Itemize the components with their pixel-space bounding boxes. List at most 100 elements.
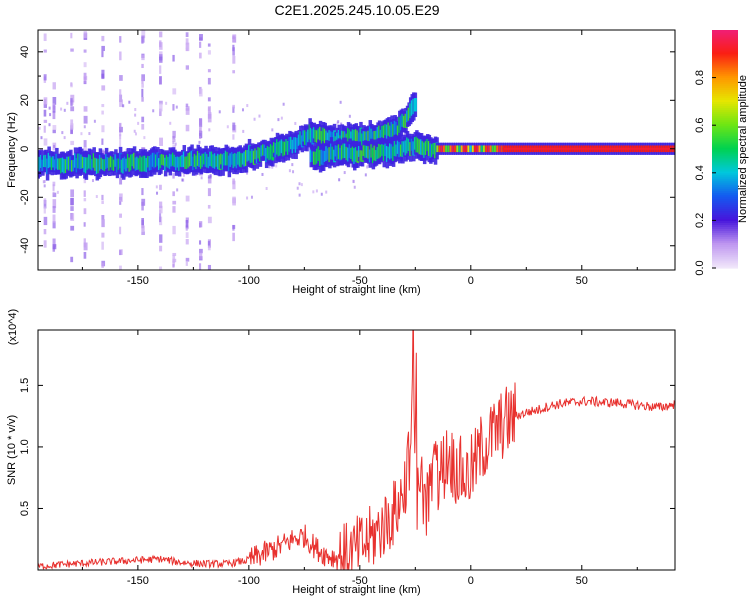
noise-cell	[298, 182, 301, 186]
noise-cell	[141, 218, 145, 226]
colorbar-segment	[712, 256, 738, 259]
colorbar-segment	[712, 220, 738, 223]
y-axis-exponent: (x10^4)	[7, 309, 19, 345]
noise-cell	[199, 127, 202, 134]
noise-cell	[226, 125, 229, 129]
colorbar-segment	[712, 192, 738, 196]
noise-cell	[207, 264, 212, 270]
noise-cell	[199, 52, 202, 59]
colorbar-segment	[712, 30, 738, 33]
noise-cell	[119, 36, 122, 43]
noise-cell	[83, 208, 87, 215]
colorbar-segment	[712, 254, 738, 257]
colorbar-segment	[712, 266, 738, 269]
colorbar-segment	[712, 210, 738, 214]
noise-cell	[48, 123, 51, 127]
noise-cell	[101, 69, 105, 79]
noise-cell	[43, 180, 46, 184]
noise-cell	[141, 201, 144, 211]
noise-cell	[43, 109, 47, 117]
noise-cell	[101, 149, 105, 156]
noise-cell	[172, 173, 175, 179]
colorbar-segment	[712, 162, 738, 166]
noise-cell	[38, 126, 41, 130]
colorbar-segment	[712, 97, 738, 101]
noise-cell	[70, 123, 74, 130]
noise-cell	[70, 48, 74, 52]
noise-cell	[176, 188, 179, 192]
colorbar-segment	[712, 111, 738, 114]
ridge-cell	[465, 145, 469, 153]
colorbar-segment	[712, 158, 738, 162]
noise-cell	[43, 229, 47, 235]
noise-cell	[134, 108, 137, 112]
colorbar-segment	[712, 238, 738, 241]
colorbar-segment	[712, 168, 738, 172]
noise-cell	[60, 107, 63, 111]
chart-title: C2E1.2025.245.10.05.E29	[274, 2, 439, 18]
noise-cell	[52, 238, 56, 248]
noise-cell	[83, 125, 86, 129]
noise-cell	[296, 186, 299, 190]
noise-cell	[43, 184, 46, 188]
spectrogram-plot: -150 -100 -50 0 50 40 20 0 -20 -40 Height of strai…	[6, 29, 676, 296]
noise-cell	[119, 249, 123, 255]
noise-cell	[172, 260, 175, 267]
colorbar-segment	[712, 198, 738, 202]
colorbar-segment	[712, 103, 738, 106]
colorbar-tick-label: 0.4	[694, 165, 706, 180]
noise-cell	[185, 103, 189, 108]
noise-cell	[159, 209, 162, 214]
noise-cell	[159, 100, 163, 105]
ridge-cell	[460, 145, 464, 153]
noise-cell	[70, 32, 73, 39]
noise-cell	[298, 193, 301, 197]
noise-cell	[43, 138, 48, 146]
noise-cell	[101, 85, 106, 91]
noise-cell	[207, 216, 212, 224]
colorbar-segment	[712, 196, 738, 200]
colorbar-segment	[712, 170, 738, 174]
ridge-cell	[462, 145, 466, 153]
noise-cell	[95, 195, 98, 199]
noise-cell	[250, 195, 253, 199]
colorbar-segment	[712, 79, 738, 83]
colorbar-segment	[712, 73, 738, 77]
noise-cell	[70, 98, 73, 107]
y-tick-label: 0.5	[19, 501, 31, 516]
noise-cell	[119, 178, 123, 185]
colorbar-tick-label: 0.0	[694, 260, 706, 275]
noise-cell	[83, 106, 88, 112]
colorbar-label: Normalized spectral amplitude	[737, 75, 749, 223]
noise-cell	[271, 165, 274, 169]
noise-cell	[209, 174, 212, 178]
noise-cell	[159, 213, 162, 223]
colorbar-segment	[712, 33, 738, 37]
noise-cell	[169, 121, 172, 125]
noise-cell	[199, 130, 203, 139]
noise-cell	[207, 204, 211, 209]
noise-cell	[181, 178, 184, 182]
colorbar-segment	[712, 135, 738, 138]
noise-cell	[101, 232, 105, 238]
ridge-cell	[442, 145, 446, 153]
noise-cell	[207, 241, 211, 246]
noise-cell	[70, 256, 74, 263]
noise-cell	[101, 241, 104, 250]
noise-cell	[83, 31, 87, 39]
ridge-cell	[454, 145, 458, 153]
noise-cell	[353, 185, 356, 189]
noise-cell	[325, 190, 328, 194]
noise-cell	[246, 104, 249, 108]
noise-cell	[207, 69, 211, 73]
colorbar-segment	[712, 47, 738, 51]
colorbar: 0.0 0.2 0.4 0.6 0.8 Normalized spectral ampli…	[694, 30, 749, 276]
colorbar-segment	[712, 81, 738, 85]
noise-cell	[241, 108, 244, 112]
noise-cell	[128, 100, 131, 104]
noise-cell	[63, 108, 66, 112]
colorbar-segment	[712, 174, 738, 178]
stable-band-core	[504, 147, 675, 150]
ridge-cell	[494, 145, 498, 153]
noise-cell	[275, 164, 278, 168]
